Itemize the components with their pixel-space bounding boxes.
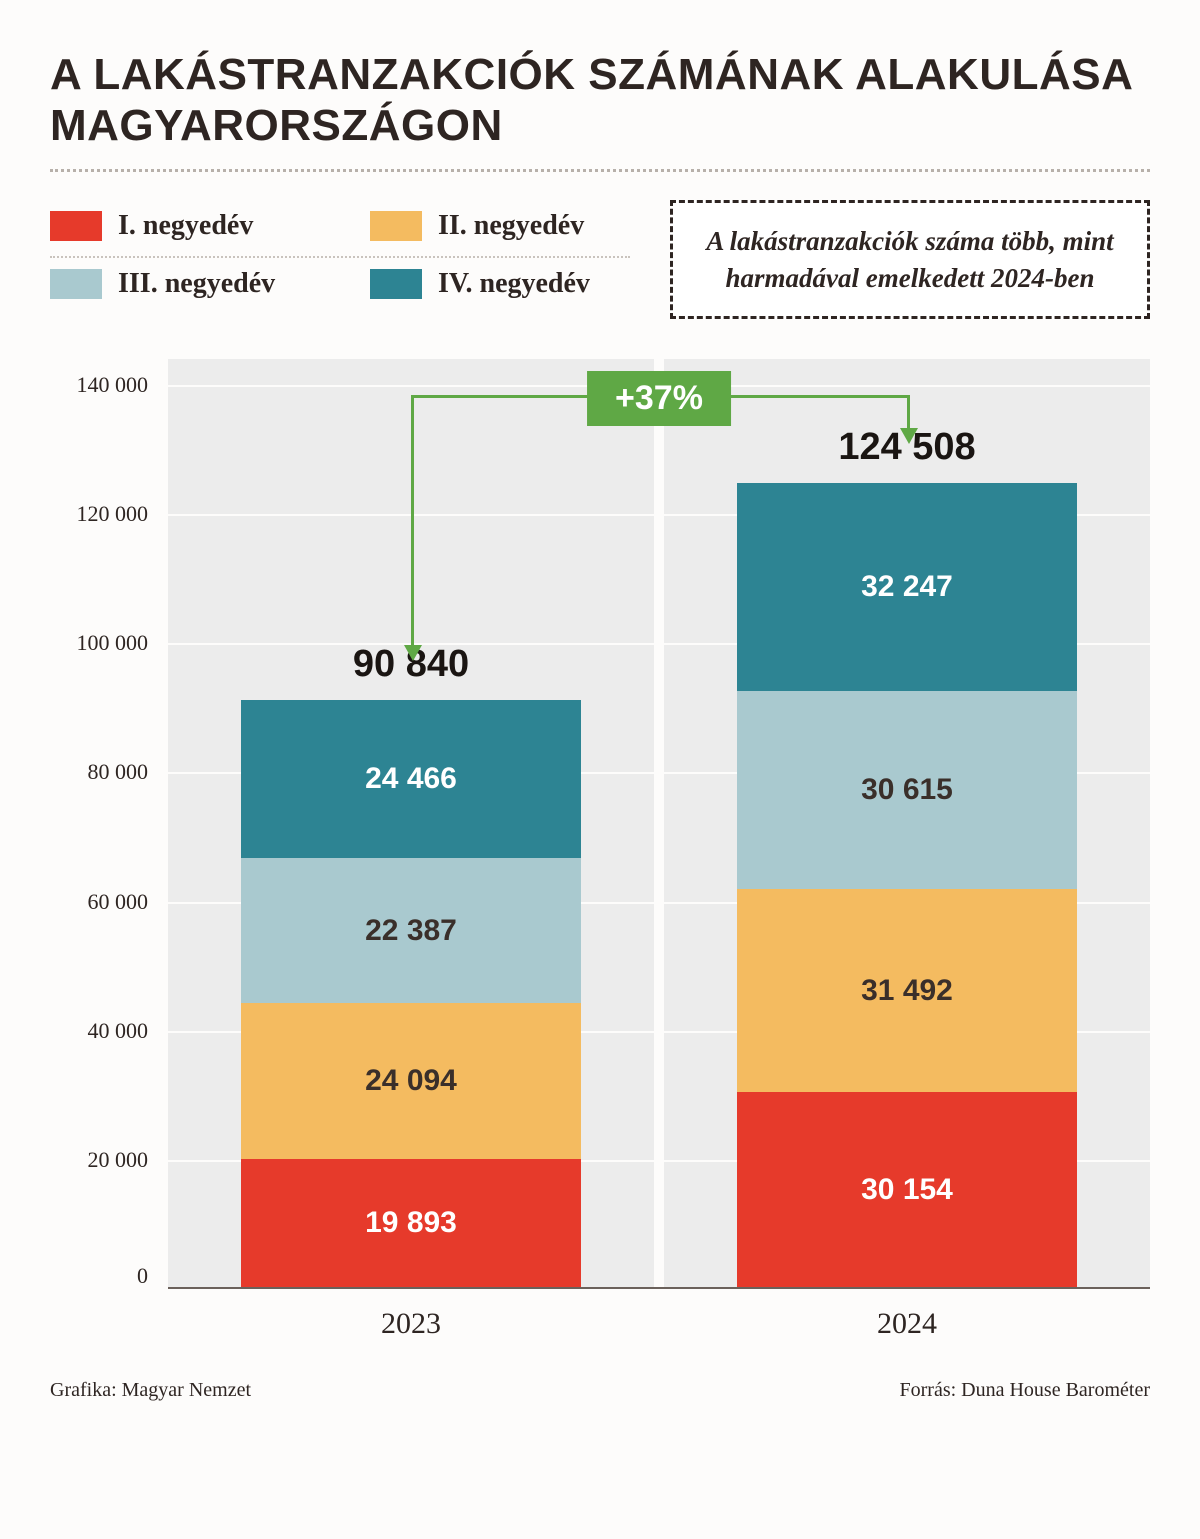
segment-2023-q3: 22 387 [241, 858, 581, 1003]
legend-and-note-row: I. negyedév II. negyedév III. negyedév I… [50, 200, 1150, 319]
segment-value-label: 30 615 [861, 773, 953, 807]
percentage-change-badge: +37% [587, 371, 731, 426]
chart-area: 0 20 000 40 000 60 000 80 000 100 000 120 000 1… [50, 359, 1150, 1349]
stacked-bar-2024: 30 15431 49230 61532 247124 508 [737, 483, 1077, 1287]
legend-label-q4: IV. negyedév [438, 268, 590, 300]
legend-item-q4: IV. negyedév [370, 268, 630, 300]
summary-note-box: A lakástranzakciók száma több, mint harm… [670, 200, 1150, 319]
connector-arrow-icon [900, 428, 918, 444]
swatch-q2 [370, 211, 422, 241]
segment-2024-q2: 31 492 [737, 889, 1077, 1092]
swatch-q4 [370, 269, 422, 299]
segment-value-label: 19 893 [365, 1206, 457, 1240]
legend: I. negyedév II. negyedév III. negyedév I… [50, 200, 630, 314]
segment-value-label: 32 247 [861, 570, 953, 604]
segment-value-label: 24 094 [365, 1064, 457, 1098]
segment-2023-q4: 24 466 [241, 700, 581, 858]
segment-2024-q1: 30 154 [737, 1092, 1077, 1287]
segment-value-label: 30 154 [861, 1173, 953, 1207]
y-axis-tick-label: 120 000 [77, 501, 149, 527]
segment-2023-q2: 24 094 [241, 1003, 581, 1159]
chart-title: A LAKÁSTRANZAKCIÓK SZÁMÁNAK ALAKULÁSA MA… [50, 50, 1150, 151]
y-axis-tick-label: 100 000 [77, 630, 149, 656]
chart-footer: Grafika: Magyar Nemzet Forrás: Duna Hous… [50, 1379, 1150, 1402]
legend-label-q3: III. negyedév [118, 268, 275, 300]
footer-source: Forrás: Duna House Barométer [900, 1379, 1151, 1402]
legend-item-q1: I. negyedév [50, 210, 310, 242]
y-axis-tick-label: 20 000 [88, 1147, 149, 1173]
y-axis-tick-label: 0 [137, 1263, 148, 1289]
y-axis-tick-label: 140 000 [77, 372, 149, 398]
stacked-bar-2023: 19 89324 09422 38724 46690 840 [241, 700, 581, 1287]
legend-label-q1: I. negyedév [118, 210, 253, 242]
plot-area: 19 89324 09422 38724 46690 84030 15431 4… [168, 359, 1150, 1289]
segment-value-label: 22 387 [365, 914, 457, 948]
y-axis-tick-label: 40 000 [88, 1018, 149, 1044]
swatch-q1 [50, 211, 102, 241]
legend-label-q2: II. negyedév [438, 210, 584, 242]
connector-arrow-icon [404, 645, 422, 661]
y-axis-tick-label: 80 000 [88, 759, 149, 785]
footer-credit: Grafika: Magyar Nemzet [50, 1379, 251, 1402]
segment-2024-q4: 32 247 [737, 483, 1077, 691]
segment-value-label: 31 492 [861, 974, 953, 1008]
y-axis-tick-label: 60 000 [88, 889, 149, 915]
segment-value-label: 24 466 [365, 762, 457, 796]
swatch-q3 [50, 269, 102, 299]
x-axis-label-2024: 2024 [877, 1307, 937, 1341]
x-axis-label-2023: 2023 [381, 1307, 441, 1341]
title-divider [50, 169, 1150, 172]
change-connector-vertical [907, 395, 910, 430]
legend-item-q2: II. negyedév [370, 210, 630, 242]
segment-2024-q3: 30 615 [737, 691, 1077, 889]
legend-item-q3: III. negyedév [50, 268, 310, 300]
y-axis: 0 20 000 40 000 60 000 80 000 100 000 120 000 1… [50, 359, 160, 1349]
change-connector-vertical [411, 395, 414, 647]
segment-2023-q1: 19 893 [241, 1159, 581, 1287]
